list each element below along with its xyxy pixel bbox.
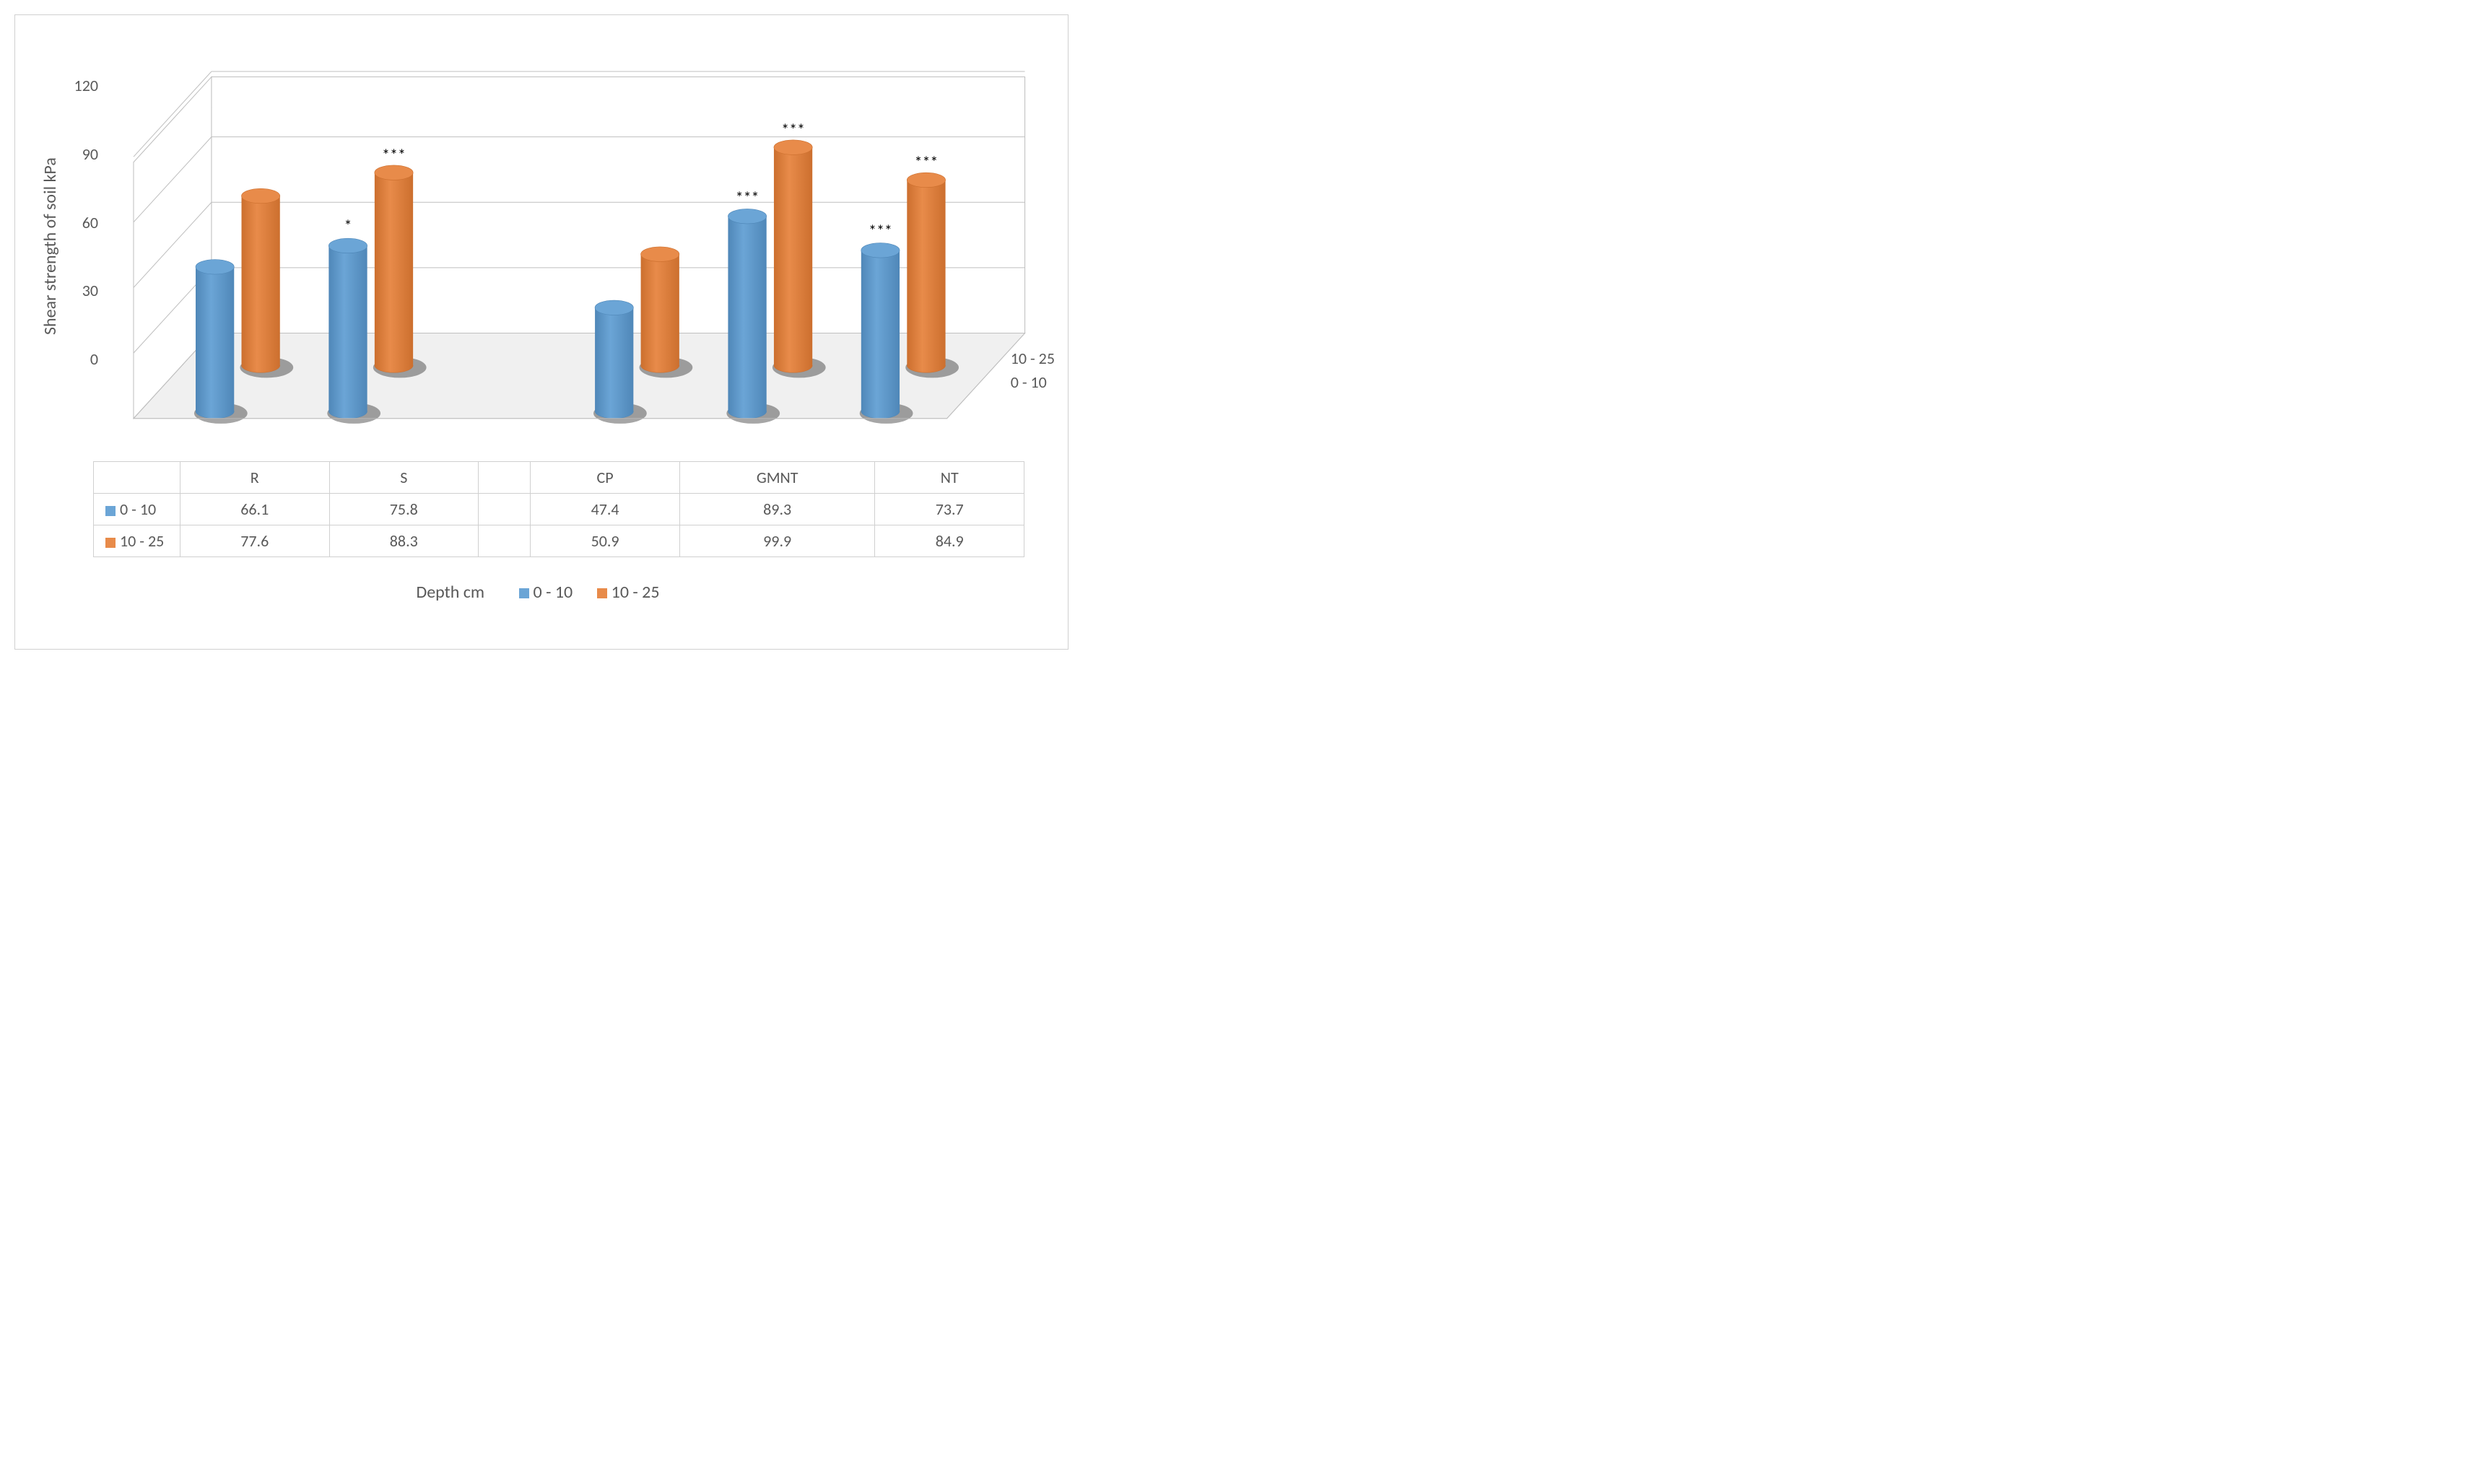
significance-marker: *** [736, 188, 760, 207]
cell: 99.9 [679, 525, 875, 557]
plot-canvas: **************** 10 - 25 0 - 10 [104, 30, 1050, 463]
legend-swatch-icon [597, 588, 607, 598]
cell: 47.4 [531, 494, 680, 525]
ytick: 30 [82, 281, 98, 300]
cell: 89.3 [679, 494, 875, 525]
depth-axis-label: 10 - 25 [1011, 349, 1055, 368]
row-header: 10 - 25 [94, 525, 180, 557]
series-name: 0 - 10 [120, 499, 156, 519]
significance-marker: *** [781, 120, 805, 139]
table-row: 10 - 25 77.6 88.3 50.9 99.9 84.9 [94, 525, 1024, 557]
legend-item: 0 - 10 [519, 582, 577, 603]
series-name: 10 - 25 [120, 531, 164, 551]
legend-label: 0 - 10 [534, 582, 573, 603]
data-table: R S CP GMNT NT 0 - 10 66.1 75.8 47.4 89.… [93, 461, 1024, 557]
significance-marker: *** [382, 145, 406, 165]
row-header: 0 - 10 [94, 494, 180, 525]
y-axis-ticks: 120 90 60 30 0 [65, 30, 104, 463]
significance-marker: * [344, 216, 352, 235]
significance-marker: *** [914, 152, 938, 172]
ytick: 90 [82, 144, 98, 164]
cell: 66.1 [180, 494, 330, 525]
y-axis-label: Shear strength of soil kPa [35, 73, 65, 419]
cell [479, 525, 531, 557]
legend: Depth cm 0 - 10 10 - 25 [35, 582, 1050, 603]
series-swatch-icon [105, 506, 116, 516]
ytick: 60 [82, 213, 98, 232]
cell: 75.8 [329, 494, 479, 525]
depth-axis: 10 - 25 0 - 10 [1011, 344, 1055, 396]
ytick: 120 [74, 76, 98, 95]
cell: 84.9 [875, 525, 1024, 557]
ytick: 0 [90, 349, 98, 369]
legend-label: 10 - 25 [612, 582, 660, 603]
legend-swatch-icon [519, 588, 529, 598]
significance-marker: *** [869, 221, 892, 240]
legend-title: Depth cm [416, 582, 484, 603]
cell: 50.9 [531, 525, 680, 557]
series-swatch-icon [105, 538, 116, 548]
cell: 77.6 [180, 525, 330, 557]
chart-container: Shear strength of soil kPa 120 90 60 30 … [14, 14, 1069, 650]
cell: 73.7 [875, 494, 1024, 525]
table-row: 0 - 10 66.1 75.8 47.4 89.3 73.7 [94, 494, 1024, 525]
cell: 88.3 [329, 525, 479, 557]
legend-item: 10 - 25 [597, 582, 660, 603]
plot-area: Shear strength of soil kPa 120 90 60 30 … [35, 30, 1050, 463]
cell [479, 494, 531, 525]
depth-axis-label: 0 - 10 [1011, 372, 1055, 392]
